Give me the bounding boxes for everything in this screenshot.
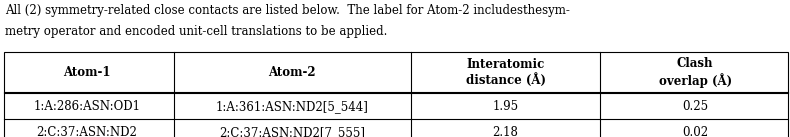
Text: 0.25: 0.25 bbox=[682, 100, 709, 113]
Text: Atom-1: Atom-1 bbox=[63, 66, 111, 79]
Text: Atom-2: Atom-2 bbox=[269, 66, 316, 79]
Text: 0.02: 0.02 bbox=[682, 126, 709, 137]
Text: 1:A:286:ASN:OD1: 1:A:286:ASN:OD1 bbox=[33, 100, 141, 113]
Text: All (2) symmetry-related close contacts are listed below.  The label for Atom-2 : All (2) symmetry-related close contacts … bbox=[5, 4, 570, 17]
Text: 2:C:37:ASN:ND2: 2:C:37:ASN:ND2 bbox=[36, 126, 137, 137]
Text: 2:C:37:ASN:ND2[7_555]: 2:C:37:ASN:ND2[7_555] bbox=[220, 126, 365, 137]
Text: metry operator and encoded unit-cell translations to be applied.: metry operator and encoded unit-cell tra… bbox=[5, 25, 387, 38]
Text: Clash
overlap (Å): Clash overlap (Å) bbox=[659, 58, 732, 88]
Text: 1.95: 1.95 bbox=[492, 100, 519, 113]
Bar bbox=[4, 52, 788, 137]
Text: 1:A:361:ASN:ND2[5_544]: 1:A:361:ASN:ND2[5_544] bbox=[216, 100, 369, 113]
Text: Interatomic
distance (Å): Interatomic distance (Å) bbox=[465, 58, 546, 87]
Text: 2.18: 2.18 bbox=[493, 126, 518, 137]
